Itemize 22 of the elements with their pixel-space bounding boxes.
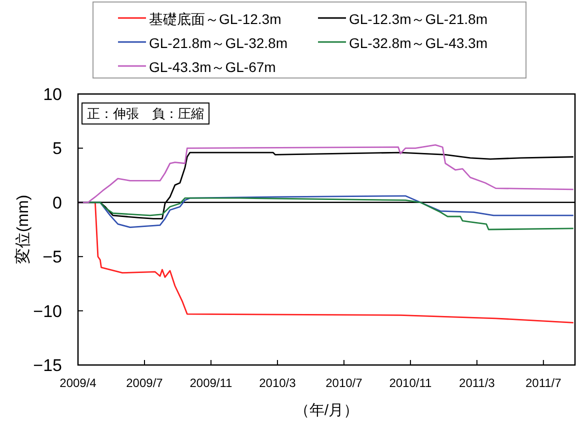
y-axis-title: 変位(mm): [14, 194, 32, 264]
legend-label: 基礎底面～GL-12.3m: [149, 11, 282, 27]
y-tick-label: 10: [43, 85, 62, 104]
y-tick-label: −10: [33, 302, 62, 321]
x-tick-label: 2009/11: [190, 376, 233, 390]
x-tick-label: 2010/7: [326, 376, 363, 390]
y-tick-label: −5: [42, 248, 62, 267]
x-tick-label: 2009/4: [60, 376, 97, 390]
legend-label: GL-32.8m～GL-43.3m: [349, 35, 488, 51]
legend-label: GL-43.3m～GL-67m: [149, 59, 276, 75]
x-tick-label: 2010/3: [259, 376, 296, 390]
y-tick-label: 5: [52, 139, 62, 158]
y-tick-label: 0: [52, 193, 62, 212]
x-tick-label: 2011/7: [526, 376, 562, 390]
annotation: 正：伸張 負：圧縮: [87, 106, 204, 121]
legend-label: GL-21.8m～GL-32.8m: [149, 35, 288, 51]
y-tick-label: −15: [33, 356, 62, 375]
x-tick-label: 2009/7: [126, 376, 164, 390]
x-axis-title: （年/月）: [294, 402, 359, 419]
legend-label: GL-12.3m～GL-21.8m: [349, 11, 488, 27]
x-tick-label: 2010/11: [389, 376, 432, 390]
x-tick-label: 2011/3: [459, 376, 496, 390]
